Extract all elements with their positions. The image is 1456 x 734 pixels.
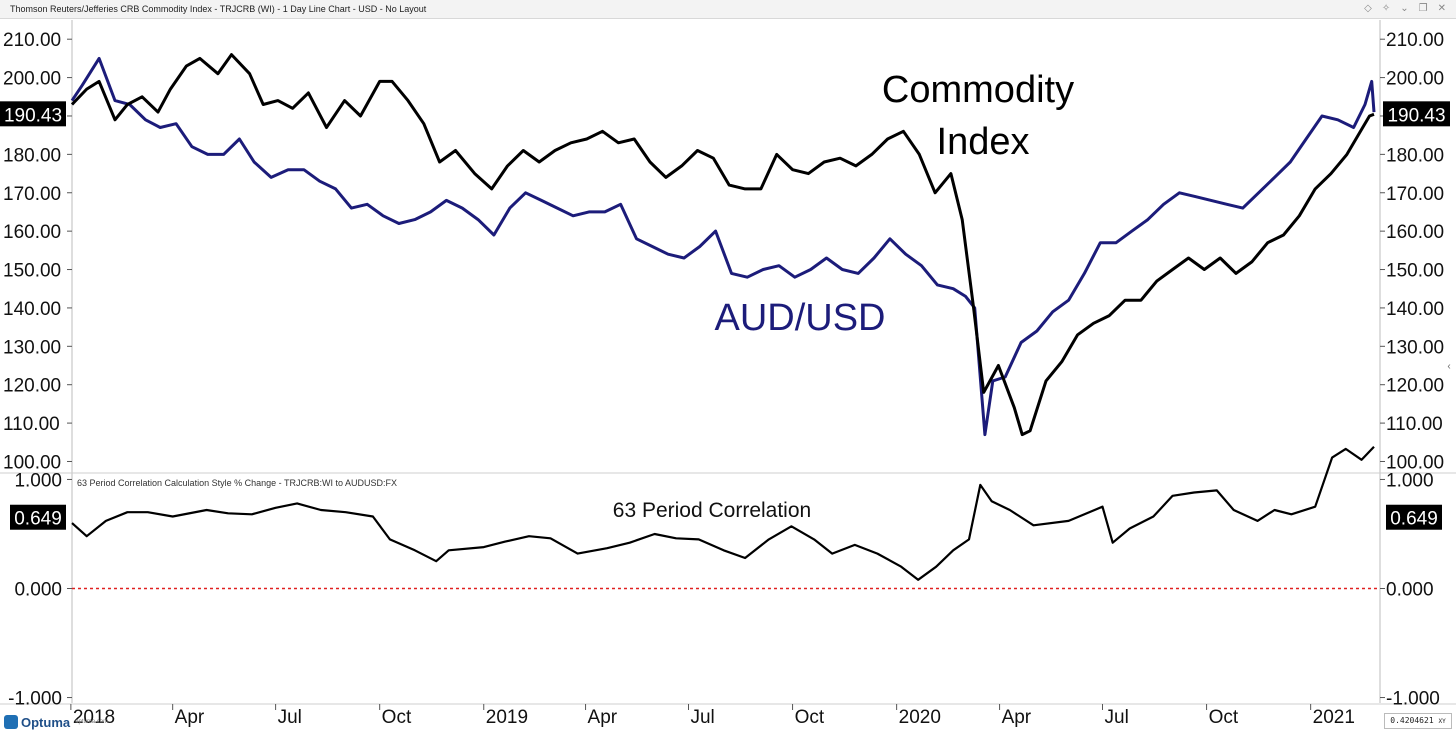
price-tick-label-right: 110.00 [1386,414,1443,435]
last-correlation-badge-left-bg [10,504,66,530]
price-tick-label-left: 160.00 [3,222,61,243]
price-tick-label-left: 180.00 [3,145,61,166]
price-tick-label-right: 140.00 [1386,299,1444,320]
commodity-annotation-line2: Index [937,121,1030,163]
commodity-index-line [70,53,1375,437]
date-tick-label: 2018 [73,707,115,728]
optuma-logo [4,715,18,729]
price-tick-label-left: 110.00 [3,414,60,435]
window-title: Thomson Reuters/Jefferies CRB Commodity … [10,4,427,14]
brand-url: optuma.com [75,719,109,725]
price-tick-label-right: 170.00 [1386,184,1444,205]
restore-icon[interactable]: ❐ [1418,3,1428,14]
collapse-icon[interactable]: ⌄ [1400,3,1409,14]
last-correlation-badge-left: 0.649 [14,509,62,530]
date-tick-label: Jul [278,707,302,728]
price-tick-label-left: 170.00 [3,184,61,205]
date-tick-label: 2021 [1313,707,1355,728]
date-tick-label: Apr [175,707,205,728]
last-price-badge-left-bg [0,101,66,127]
date-tick-label: Jul [1105,707,1129,728]
brand: Optuma optuma.com [4,713,108,731]
corr-tick-label-left: -1.000 [8,689,62,710]
corr-tick-label-left: 0.000 [14,580,62,601]
date-tick-label: Oct [1209,707,1239,728]
window-controls: ◇ ✧ ⌄ ❐ ✕ [1364,0,1446,18]
commodity-annotation-line1: Commodity [882,69,1074,111]
brand-name: Optuma [21,714,71,730]
price-tick-label-left: 120.00 [3,376,61,397]
price-tick-label-right: 180.00 [1386,145,1444,166]
date-tick-label: 2020 [899,707,941,728]
close-icon[interactable]: ✕ [1437,3,1446,14]
correlation-axis-ticks: -1.000 -1.000 0.000 0.000 1.000 1.000 [8,470,1440,709]
price-tick-label-right: 200.00 [1386,69,1444,90]
coordinate-value: 0.4204621 [1390,716,1434,725]
correlation-panel-lines [71,445,1380,590]
price-tick-label-right: 150.00 [1386,261,1444,282]
corr-tick-label-right: 1.000 [1386,470,1434,491]
correlation-title: 63 Period Correlation [613,499,811,522]
last-price-badge-left: 190.43 [4,105,62,126]
link-icon[interactable]: ◇ [1364,3,1372,14]
date-tick-label: Oct [795,707,825,728]
date-tick-label: Oct [382,707,412,728]
panel-frames [0,20,1456,705]
corr-tick-label-right: -1.000 [1386,689,1440,710]
corr-tick-label-right: 0.000 [1386,580,1434,601]
date-tick-label: Jul [690,707,714,728]
audusd-annotation: AUD/USD [714,297,885,339]
price-tick-label-left: 140.00 [3,299,61,320]
price-tick-label-left: 100.00 [3,452,61,473]
price-tick-label-left: 210.00 [3,30,61,51]
last-price-badge-right-bg [1383,101,1450,127]
expand-panel-handle[interactable]: ‹ [1447,361,1451,372]
coordinate-unit: XY [1438,718,1446,725]
pin-icon[interactable]: ✧ [1381,3,1391,14]
price-tick-label-right: 120.00 [1386,376,1444,397]
price-tick-label-right: 210.00 [1386,30,1444,51]
chart-labels: Commodity Index AUD/USD 63 Period Correlati… [0,69,1450,530]
coordinate-readout: 0.4204621 XY [1384,713,1452,729]
price-tick-label-right: 100.00 [1386,452,1444,473]
date-tick-label: 2019 [486,707,528,728]
price-tick-label-left: 150.00 [3,261,61,282]
date-tick-label: Apr [1002,707,1032,728]
date-axis-ticks: 2018 Apr Jul Oct 2019 Apr Jul Oct 2020 Apr Jul Oct 2… [70,704,1355,728]
date-tick-label: Apr [588,707,618,728]
price-tick-label-left: 200.00 [3,69,61,90]
price-tick-label-left: 130.00 [3,337,61,358]
window-titlebar: Thomson Reuters/Jefferies CRB Commodity … [0,0,1456,19]
price-tick-label-right: 130.00 [1386,337,1444,358]
last-correlation-badge-right: 0.649 [1390,509,1438,530]
last-correlation-badge-right-bg [1386,504,1442,530]
price-panel-lines [70,53,1376,437]
last-price-badge-right: 190.43 [1387,105,1445,126]
aud-usd-line [70,56,1376,437]
corr-tick-label-left: 1.000 [14,470,62,491]
correlation-caption: 63 Period Correlation Calculation Style … [77,478,397,488]
correlation-line [71,445,1375,581]
price-tick-label-right: 160.00 [1386,222,1444,243]
